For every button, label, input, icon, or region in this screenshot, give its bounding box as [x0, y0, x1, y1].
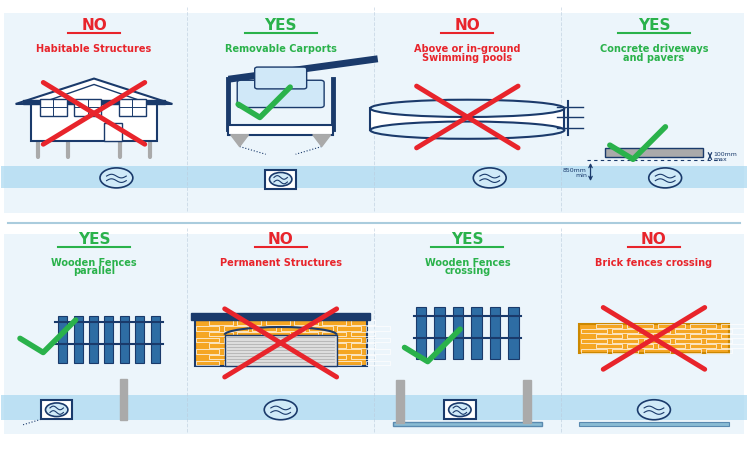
FancyBboxPatch shape	[524, 380, 531, 424]
Polygon shape	[38, 85, 150, 105]
Text: Wooden Fences: Wooden Fences	[425, 258, 510, 268]
FancyBboxPatch shape	[370, 109, 565, 131]
FancyBboxPatch shape	[4, 234, 744, 434]
FancyBboxPatch shape	[254, 68, 307, 90]
FancyBboxPatch shape	[471, 307, 482, 359]
Text: Swimming pools: Swimming pools	[423, 52, 512, 62]
Text: NO: NO	[641, 231, 667, 246]
Text: YES: YES	[638, 18, 670, 33]
Circle shape	[637, 400, 670, 420]
FancyBboxPatch shape	[58, 316, 67, 364]
Circle shape	[100, 168, 133, 188]
Text: crossing: crossing	[444, 266, 491, 276]
Circle shape	[264, 400, 297, 420]
Text: and pavers: and pavers	[623, 52, 684, 62]
FancyBboxPatch shape	[151, 316, 160, 364]
FancyBboxPatch shape	[194, 320, 367, 366]
FancyBboxPatch shape	[265, 170, 296, 189]
FancyBboxPatch shape	[237, 81, 324, 108]
FancyBboxPatch shape	[453, 307, 463, 359]
Polygon shape	[16, 79, 173, 105]
FancyBboxPatch shape	[74, 99, 101, 116]
FancyBboxPatch shape	[4, 14, 744, 214]
FancyBboxPatch shape	[119, 99, 146, 116]
FancyBboxPatch shape	[444, 400, 476, 420]
FancyBboxPatch shape	[579, 423, 729, 426]
Text: NO: NO	[455, 18, 480, 33]
FancyBboxPatch shape	[490, 307, 500, 359]
FancyBboxPatch shape	[73, 316, 82, 364]
Text: 850mm
min: 850mm min	[563, 167, 586, 178]
FancyBboxPatch shape	[435, 307, 445, 359]
Text: NO: NO	[268, 231, 293, 246]
Text: Removable Carports: Removable Carports	[224, 44, 337, 54]
Text: Above or in-ground: Above or in-ground	[414, 44, 521, 54]
FancyBboxPatch shape	[120, 379, 127, 420]
Polygon shape	[230, 136, 248, 147]
FancyBboxPatch shape	[191, 313, 370, 320]
Ellipse shape	[370, 122, 565, 140]
Circle shape	[269, 173, 292, 187]
FancyBboxPatch shape	[105, 316, 114, 364]
FancyBboxPatch shape	[120, 316, 129, 364]
Circle shape	[449, 403, 471, 417]
FancyBboxPatch shape	[228, 126, 333, 136]
Ellipse shape	[370, 101, 565, 118]
Text: NO: NO	[81, 18, 107, 33]
FancyBboxPatch shape	[89, 316, 98, 364]
Circle shape	[46, 403, 68, 417]
FancyBboxPatch shape	[224, 335, 337, 366]
FancyBboxPatch shape	[393, 422, 542, 426]
Text: 100mm
max: 100mm max	[714, 152, 738, 162]
FancyBboxPatch shape	[396, 380, 404, 424]
FancyBboxPatch shape	[40, 99, 67, 116]
FancyBboxPatch shape	[416, 307, 426, 359]
Text: Habitable Structures: Habitable Structures	[37, 44, 152, 54]
FancyBboxPatch shape	[31, 103, 158, 142]
Polygon shape	[313, 136, 331, 147]
Circle shape	[473, 168, 506, 188]
FancyBboxPatch shape	[509, 307, 519, 359]
Text: parallel: parallel	[73, 266, 115, 276]
Text: YES: YES	[451, 231, 483, 246]
FancyBboxPatch shape	[579, 324, 729, 354]
Text: Brick fences crossing: Brick fences crossing	[595, 258, 713, 268]
FancyBboxPatch shape	[135, 316, 144, 364]
FancyBboxPatch shape	[23, 101, 165, 105]
Text: Concrete driveways: Concrete driveways	[600, 44, 708, 54]
FancyBboxPatch shape	[104, 124, 122, 142]
Text: Wooden Fences: Wooden Fences	[51, 258, 137, 268]
Text: YES: YES	[78, 231, 110, 246]
Circle shape	[649, 168, 681, 188]
Bar	[1, 166, 747, 189]
Bar	[1, 395, 747, 420]
Text: YES: YES	[265, 18, 297, 33]
FancyBboxPatch shape	[605, 149, 702, 157]
FancyBboxPatch shape	[41, 400, 73, 420]
Text: Permanent Structures: Permanent Structures	[220, 258, 342, 268]
